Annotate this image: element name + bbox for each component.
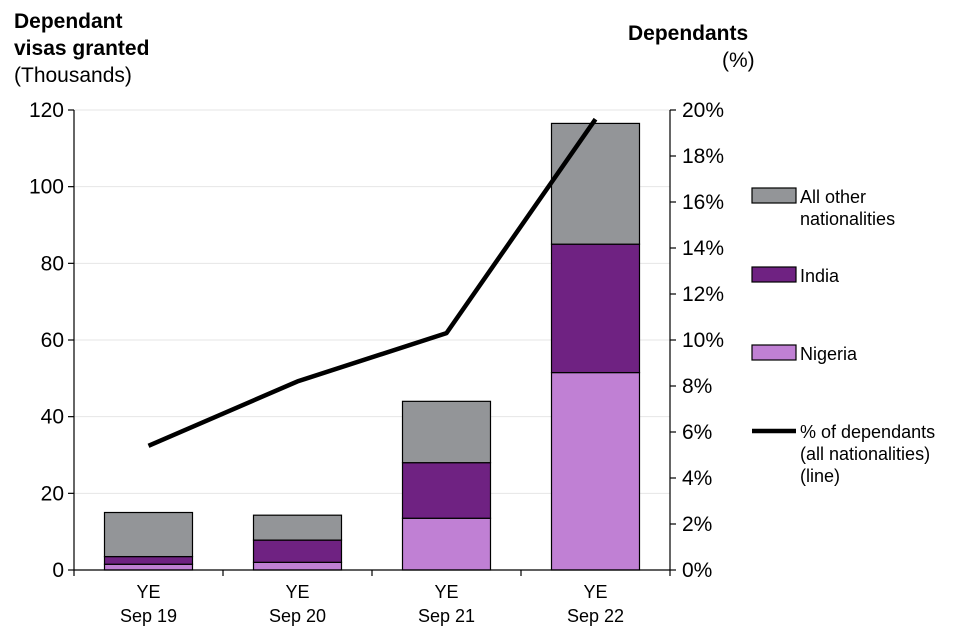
bar-india-0 [103, 555, 194, 565]
bar-nigeria-1 [252, 561, 343, 571]
x-tick-label-line1: YE [285, 582, 309, 602]
right-tick-label: 10% [682, 329, 724, 352]
bar-all-other-nationalities-0 [103, 511, 194, 558]
right-axis-title: Dependants [628, 22, 749, 45]
left-tick-label: 40 [41, 406, 64, 429]
right-tick-label: 18% [682, 145, 724, 168]
bars [103, 122, 641, 571]
tick-labels: 0 20 40 60 80 100 120 0% 2% 4% 6% 8% 10% 12% 14% 16% 18%… [29, 99, 724, 626]
x-tick-label-line2: Sep 22 [567, 606, 624, 626]
right-tick-label: 16% [682, 191, 724, 214]
legend-label: (all nationalities) [800, 444, 930, 464]
x-tick-label-line2: Sep 20 [269, 606, 326, 626]
x-tick-label-line2: Sep 19 [120, 606, 177, 626]
x-tick-label-line1: YE [583, 582, 607, 602]
axes [68, 109, 676, 576]
x-tick-label-line2: Sep 21 [418, 606, 475, 626]
left-axis-title-line1: Dependant [14, 10, 123, 33]
bar-all-other-nationalities-3 [550, 122, 641, 245]
right-tick-label: 12% [682, 283, 724, 306]
percentage-line-path [147, 117, 598, 448]
legend-label: nationalities [800, 209, 895, 229]
right-tick-label: 14% [682, 237, 724, 260]
bar-india-1 [252, 539, 343, 563]
legend-label: India [800, 266, 840, 286]
bar-nigeria-0 [103, 563, 194, 571]
right-tick-label: 4% [682, 467, 712, 490]
right-axis-unit: (%) [722, 49, 755, 72]
x-tick-label-line1: YE [136, 582, 160, 602]
left-tick-label: 20 [41, 482, 64, 505]
bar-india-2 [401, 462, 492, 519]
legend-label: (line) [800, 466, 840, 486]
right-tick-label: 0% [682, 559, 712, 582]
right-tick-label: 8% [682, 375, 712, 398]
left-axis-title-line2: visas granted [14, 37, 150, 60]
left-tick-label: 60 [41, 329, 64, 352]
right-tick-label: 2% [682, 513, 712, 536]
left-axis-unit: (Thousands) [14, 64, 132, 87]
legend-label: All other [800, 187, 866, 207]
legend-swatch [751, 344, 797, 361]
legend-label: Nigeria [800, 344, 858, 364]
bar-all-other-nationalities-1 [252, 514, 343, 541]
bar-nigeria-2 [401, 517, 492, 571]
legend-label: % of dependants [800, 422, 935, 442]
bar-india-3 [550, 243, 641, 374]
percentage-line [147, 117, 598, 448]
left-tick-label: 100 [29, 176, 64, 199]
legend-swatch [751, 266, 797, 283]
left-tick-label: 80 [41, 252, 64, 275]
left-tick-label: 120 [29, 99, 64, 122]
right-tick-label: 6% [682, 421, 712, 444]
bar-all-other-nationalities-2 [401, 400, 492, 464]
x-tick-label-line1: YE [434, 582, 458, 602]
bar-nigeria-3 [550, 371, 641, 571]
left-tick-label: 0 [52, 559, 64, 582]
right-tick-label: 20% [682, 99, 724, 122]
legend-swatch [751, 187, 797, 204]
